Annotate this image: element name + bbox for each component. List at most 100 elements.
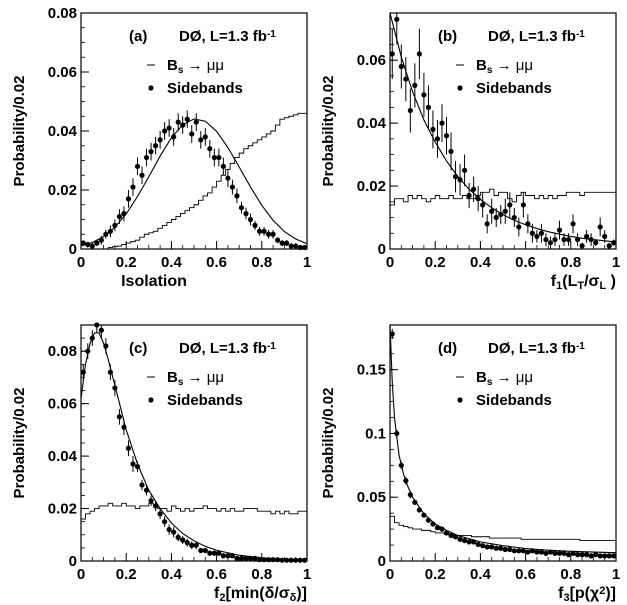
- sideband-point: [289, 243, 294, 248]
- sideband-point: [171, 530, 176, 535]
- sideband-point: [557, 551, 562, 556]
- sideband-point: [243, 556, 248, 561]
- sideband-point: [503, 209, 508, 214]
- y-axis-label: Probability/0.02: [11, 388, 28, 499]
- sideband-point: [444, 530, 449, 535]
- sideband-point: [180, 537, 185, 542]
- sideband-point: [412, 500, 417, 505]
- x-tick-label: 0.2: [116, 254, 137, 271]
- sideband-point: [248, 217, 253, 222]
- sideband-point: [112, 385, 117, 390]
- sideband-point: [225, 176, 230, 181]
- y-tick-label: 0.02: [48, 182, 77, 199]
- sideband-point: [171, 134, 176, 139]
- sideband-point: [399, 463, 404, 468]
- sideband-point: [530, 548, 535, 553]
- sideband-point: [85, 242, 90, 247]
- sideband-point: [399, 64, 404, 69]
- x-axis-label: Isolation: [121, 273, 187, 290]
- sideband-point: [194, 120, 199, 125]
- sideband-point: [103, 343, 108, 348]
- sideband-point: [117, 214, 122, 219]
- sideband-point: [557, 228, 562, 233]
- legend-sideband-label: Sidebands: [476, 392, 552, 409]
- experiment-label: DØ, L=1.3 fb-1: [179, 28, 276, 45]
- sideband-point: [426, 518, 431, 523]
- legend-signal-label: Bs → μμ: [167, 369, 224, 388]
- sideband-point: [230, 184, 235, 189]
- y-axis-label: Probability/0.02: [320, 76, 337, 187]
- sideband-point: [81, 370, 86, 375]
- x-tick-label: 0.8: [251, 566, 272, 583]
- sideband-point: [525, 221, 530, 226]
- sideband-point: [408, 492, 413, 497]
- x-tick-label: 0: [77, 566, 85, 583]
- sideband-point: [130, 461, 135, 466]
- sideband-point: [507, 547, 512, 552]
- sideband-point: [552, 551, 557, 556]
- panel-a: 0 0.2 0.4 0.6 0.8 1 0 0.02 0.04 0.06 0.08 Probabili…: [11, 5, 533, 290]
- legend-sideband-marker: [457, 85, 462, 90]
- legend-signal-label: Bs → μμ: [167, 57, 224, 76]
- sideband-point: [394, 17, 399, 22]
- sideband-point: [108, 370, 113, 375]
- sideband-point: [298, 245, 303, 250]
- y-axis-label: Probability/0.02: [11, 76, 28, 187]
- sideband-point: [148, 149, 153, 154]
- sideband-point: [194, 543, 199, 548]
- x-tick-label: 0: [386, 566, 394, 583]
- sideband-point: [266, 232, 271, 237]
- sideband-point: [448, 533, 453, 538]
- y-tick-label: 0: [69, 553, 77, 570]
- sideband-point: [417, 51, 422, 56]
- sideband-point: [139, 173, 144, 178]
- y-tick-label: 0.04: [48, 448, 78, 465]
- legend-sideband-label: Sidebands: [476, 80, 552, 97]
- x-axis-label: f3[p(χ2)]: [558, 585, 616, 604]
- sideband-point: [453, 174, 458, 179]
- sideband-point: [534, 549, 539, 554]
- sideband-point: [439, 121, 444, 126]
- sideband-point: [593, 552, 598, 557]
- sideband-point: [534, 234, 539, 239]
- sideband-point: [121, 425, 126, 430]
- sideband-point: [598, 224, 603, 229]
- x-axis-label: f2[min(δ/σδ)]: [214, 585, 307, 604]
- y-tick-label: 0.08: [48, 5, 77, 22]
- sideband-point: [430, 127, 435, 132]
- x-tick-label: 0.6: [515, 254, 536, 271]
- sideband-point: [507, 202, 512, 207]
- sideband-point: [417, 507, 422, 512]
- sideband-point: [230, 553, 235, 558]
- sideband-point: [421, 512, 426, 517]
- sideband-point: [421, 92, 426, 97]
- sideband-point: [435, 525, 440, 530]
- y-tick-label: 0.02: [48, 501, 77, 518]
- sideband-point: [239, 556, 244, 561]
- sideband-point: [539, 231, 544, 236]
- sideband-point: [439, 527, 444, 532]
- sideband-point: [462, 538, 467, 543]
- sideband-point: [403, 76, 408, 81]
- sideband-point: [575, 552, 580, 557]
- sideband-point: [108, 229, 113, 234]
- sideband-point: [239, 205, 244, 210]
- sideband-point: [266, 557, 271, 562]
- sideband-point: [561, 551, 566, 556]
- sideband-point: [234, 556, 239, 561]
- sideband-point: [221, 164, 226, 169]
- x-tick-label: 0: [77, 254, 85, 271]
- sideband-point: [94, 241, 99, 246]
- legend-sideband-label: Sidebands: [167, 80, 243, 97]
- sideband-point: [521, 548, 526, 553]
- legend-sideband-marker: [457, 397, 462, 402]
- sideband-point: [516, 224, 521, 229]
- plot-frame: [81, 325, 307, 561]
- sideband-point: [284, 241, 289, 246]
- x-tick-label: 0: [386, 254, 394, 271]
- sideband-point: [457, 177, 462, 182]
- sideband-point: [589, 553, 594, 558]
- sideband-point: [552, 237, 557, 242]
- sideband-point: [257, 229, 262, 234]
